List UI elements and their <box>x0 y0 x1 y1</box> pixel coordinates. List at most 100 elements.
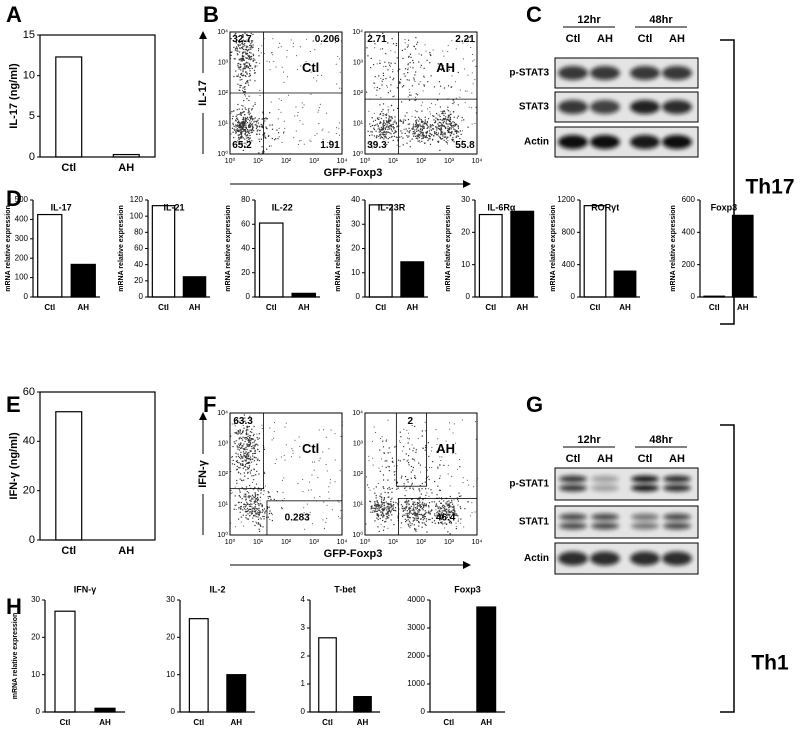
event-dot <box>407 515 408 516</box>
event-dot <box>236 47 237 48</box>
event-dot <box>383 79 384 80</box>
event-dot <box>252 442 253 443</box>
event-dot <box>237 109 238 110</box>
event-dot <box>393 502 394 503</box>
event-dot <box>392 461 393 462</box>
event-dot <box>410 146 411 147</box>
event-dot <box>457 504 458 505</box>
event-dot <box>248 446 249 447</box>
event-dot <box>412 60 413 61</box>
event-dot <box>475 511 476 512</box>
event-dot <box>425 488 426 489</box>
event-dot <box>320 104 321 105</box>
y-tick-label: 2 <box>301 651 306 660</box>
event-dot <box>247 436 248 437</box>
y-tick-label: 10 <box>461 260 470 269</box>
event-dot <box>255 521 256 522</box>
event-dot <box>250 80 251 81</box>
event-dot <box>253 435 254 436</box>
event-dot <box>400 130 401 131</box>
row-label: p-STAT3 <box>509 68 549 79</box>
event-dot <box>394 116 395 117</box>
event-dot <box>408 128 409 129</box>
event-dot <box>249 462 250 463</box>
event-dot <box>458 125 459 126</box>
event-dot <box>234 509 235 510</box>
event-dot <box>369 123 370 124</box>
event-dot <box>261 124 262 125</box>
event-dot <box>428 519 429 520</box>
event-dot <box>253 508 254 509</box>
event-dot <box>400 119 401 120</box>
event-dot <box>402 86 403 87</box>
event-dot <box>450 506 451 507</box>
event-dot <box>241 122 242 123</box>
event-dot <box>253 55 254 56</box>
event-dot <box>255 124 256 125</box>
event-dot <box>284 455 285 456</box>
event-dot <box>240 444 241 445</box>
y-axis-label: mRNA relative expression <box>670 205 677 292</box>
event-dot <box>253 54 254 55</box>
event-dot <box>251 121 252 122</box>
event-dot <box>254 446 255 447</box>
event-dot <box>386 117 387 118</box>
event-dot <box>244 114 245 115</box>
event-dot <box>234 441 235 442</box>
event-dot <box>246 53 247 54</box>
event-dot <box>400 442 401 443</box>
event-dot <box>245 509 246 510</box>
event-dot <box>407 438 408 439</box>
event-dot <box>418 511 419 512</box>
event-dot <box>247 504 248 505</box>
event-dot <box>254 72 255 73</box>
event-dot <box>439 490 440 491</box>
event-dot <box>441 138 442 139</box>
event-dot <box>387 69 388 70</box>
event-dot <box>404 515 405 516</box>
event-dot <box>382 504 383 505</box>
event-dot <box>248 119 249 120</box>
event-dot <box>449 123 450 124</box>
event-dot <box>377 506 378 507</box>
event-dot <box>456 136 457 137</box>
event-dot <box>409 507 410 508</box>
event-dot <box>247 82 248 83</box>
event-dot <box>236 50 237 51</box>
blot-band <box>631 523 659 530</box>
event-dot <box>374 125 375 126</box>
event-dot <box>418 121 419 122</box>
event-dot <box>271 513 272 514</box>
event-dot <box>388 515 389 516</box>
event-dot <box>383 479 384 480</box>
y-tick-label: 10¹ <box>353 120 364 127</box>
event-dot <box>325 522 326 523</box>
event-dot <box>315 135 316 136</box>
event-dot <box>388 127 389 128</box>
event-dot <box>451 500 452 501</box>
event-dot <box>415 117 416 118</box>
event-dot <box>431 510 432 511</box>
event-dot <box>374 129 375 130</box>
event-dot <box>234 126 235 127</box>
event-dot <box>370 131 371 132</box>
event-dot <box>368 131 369 132</box>
event-dot <box>242 56 243 57</box>
event-dot <box>409 130 410 131</box>
event-dot <box>257 120 258 121</box>
event-dot <box>428 476 429 477</box>
event-dot <box>408 500 409 501</box>
event-dot <box>338 516 339 517</box>
event-dot <box>425 525 426 526</box>
event-dot <box>431 447 432 448</box>
event-dot <box>234 443 235 444</box>
blot-band <box>590 135 620 149</box>
event-dot <box>464 508 465 509</box>
event-dot <box>423 519 424 520</box>
event-dot <box>420 514 421 515</box>
event-dot <box>245 123 246 124</box>
y-tick-label: 20 <box>241 268 250 277</box>
event-dot <box>452 507 453 508</box>
event-dot <box>413 467 414 468</box>
event-dot <box>410 95 411 96</box>
